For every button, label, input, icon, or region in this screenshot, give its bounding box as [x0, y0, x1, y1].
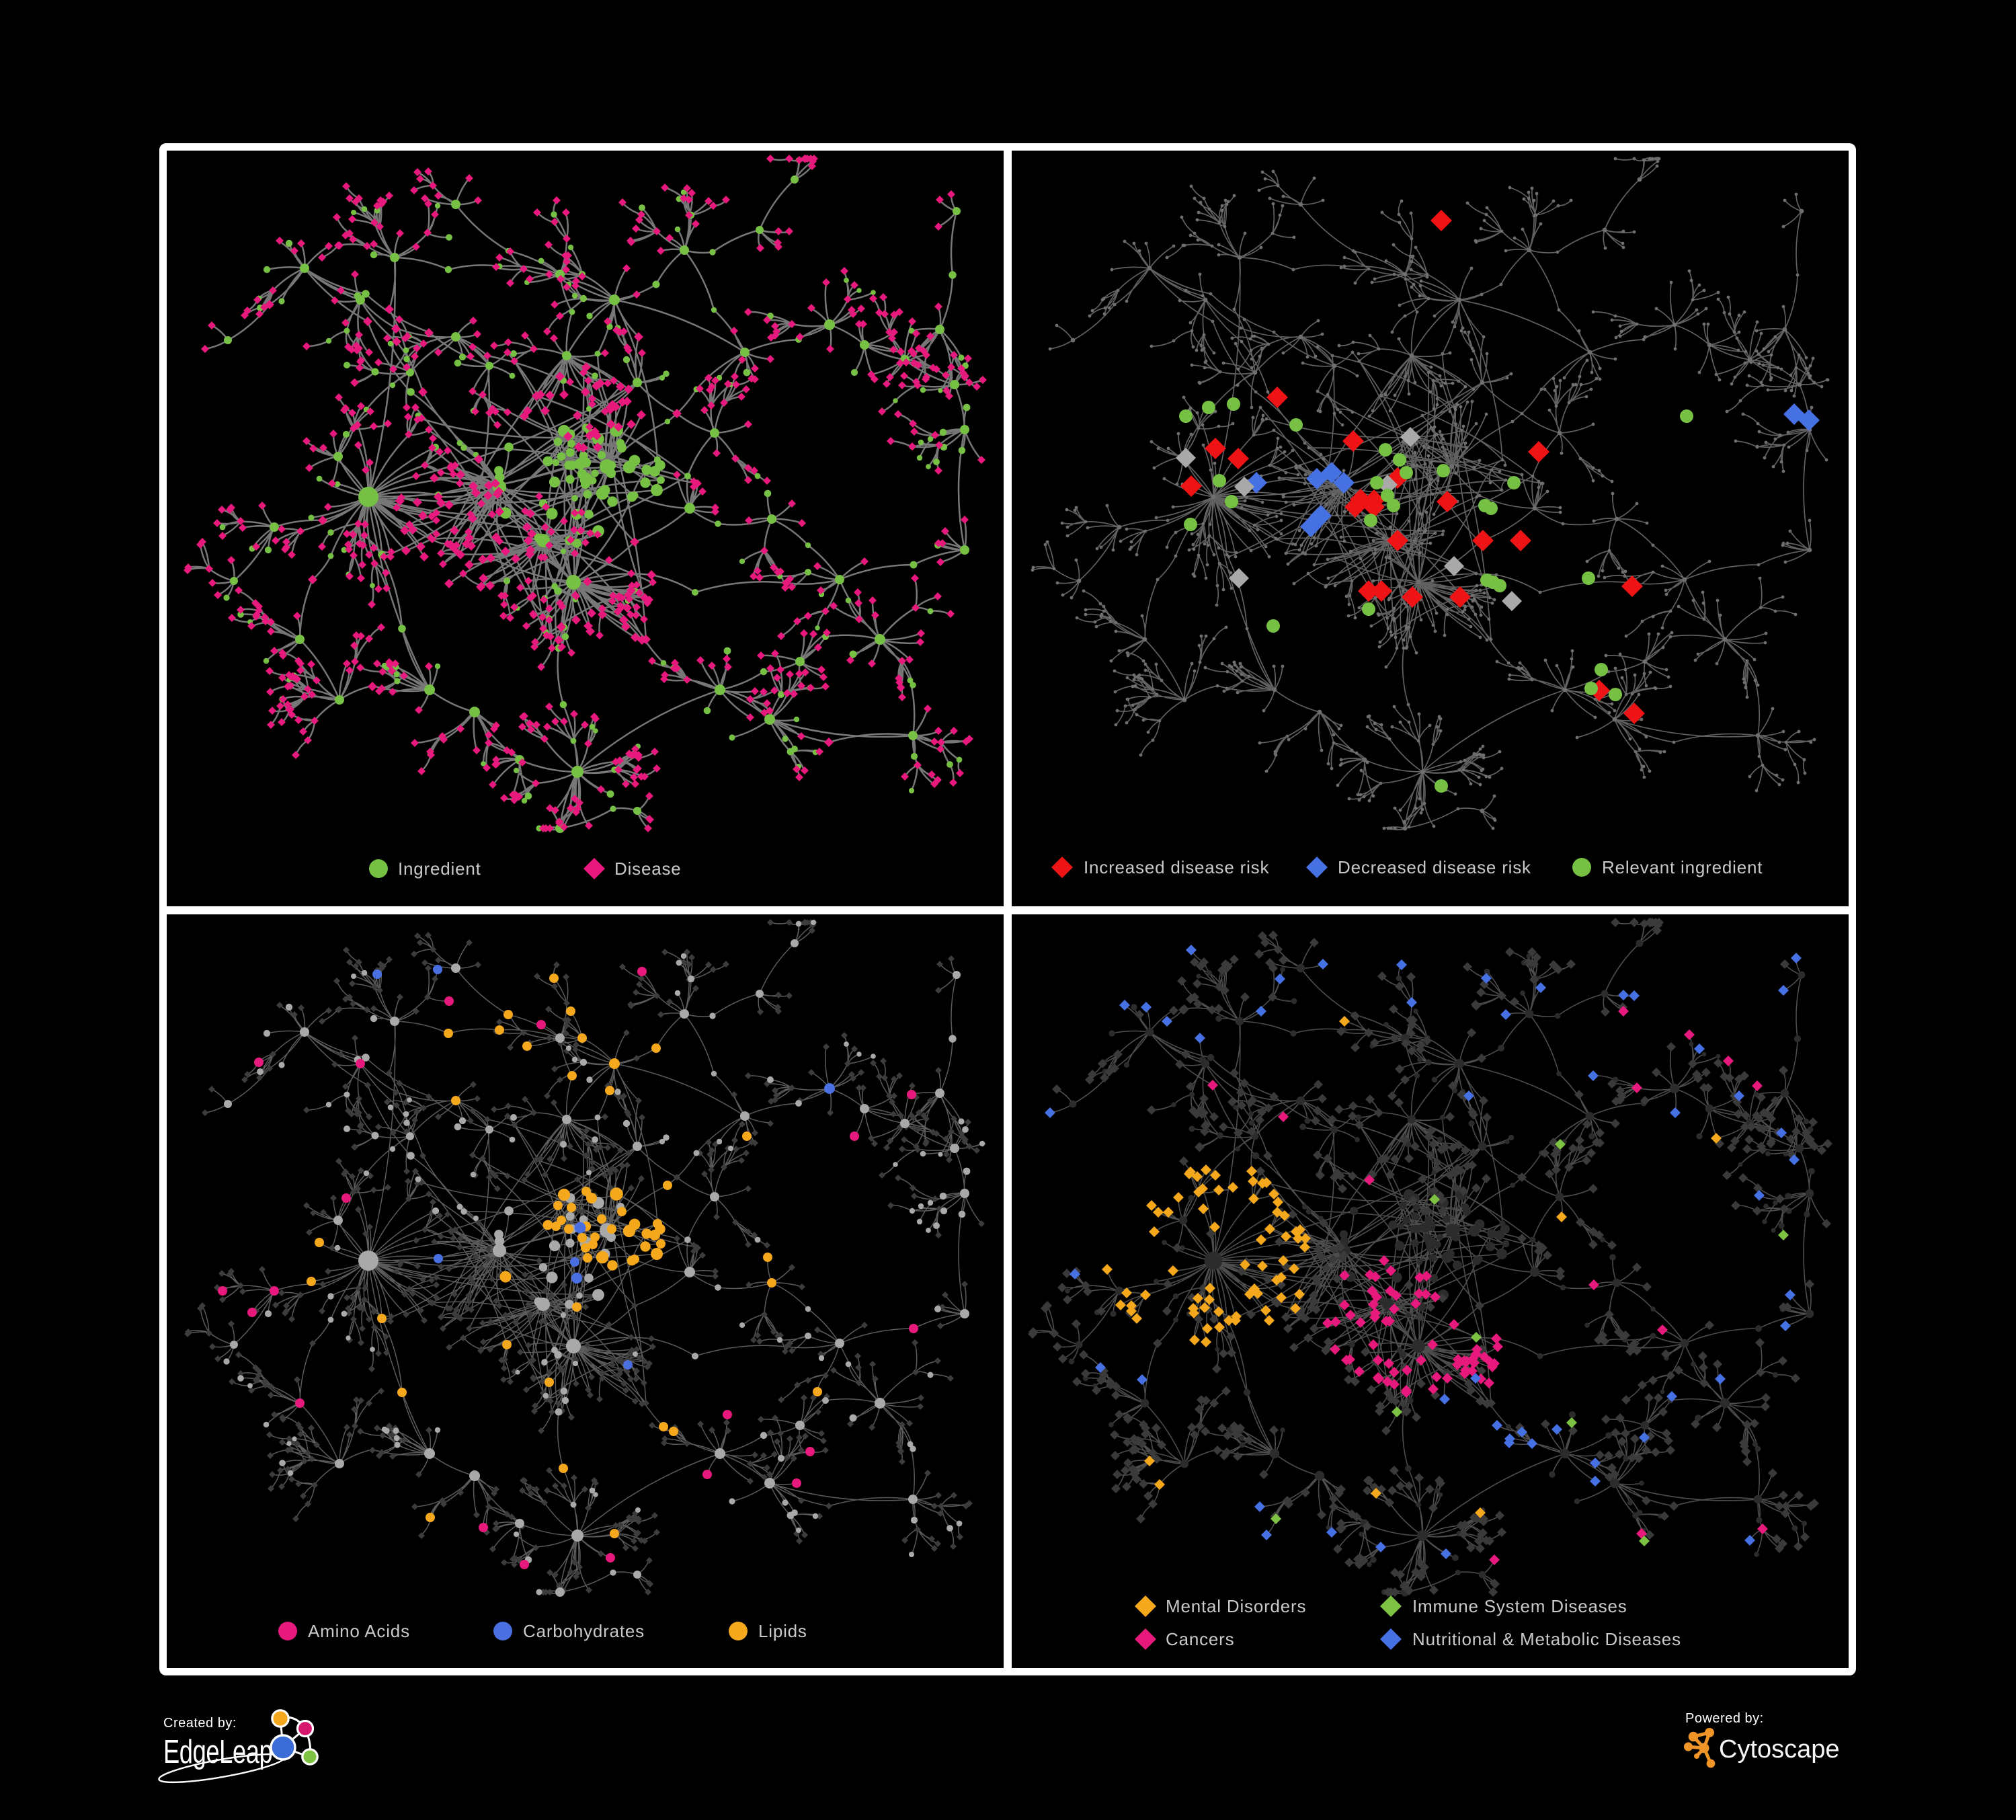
- svg-text:Disease: Disease: [614, 859, 682, 879]
- svg-text:EdgeLeap: EdgeLeap: [163, 1734, 272, 1771]
- svg-text:Amino Acids: Amino Acids: [308, 1621, 410, 1641]
- svg-text:Relevant ingredient: Relevant ingredient: [1602, 857, 1763, 877]
- svg-text:Powered by:: Powered by:: [1685, 1711, 1764, 1726]
- svg-text:Decreased disease risk: Decreased disease risk: [1338, 857, 1531, 877]
- svg-text:Cancers: Cancers: [1166, 1629, 1234, 1649]
- svg-text:Cytoscape: Cytoscape: [1719, 1735, 1840, 1764]
- svg-text:Created by:: Created by:: [163, 1716, 237, 1731]
- svg-text:Carbohydrates: Carbohydrates: [523, 1621, 645, 1641]
- svg-text:Lipids: Lipids: [758, 1621, 807, 1641]
- svg-text:Ingredient: Ingredient: [398, 859, 481, 879]
- svg-text:Nutritional & Metabolic Diseas: Nutritional & Metabolic Diseases: [1412, 1629, 1681, 1649]
- svg-text:Increased disease risk: Increased disease risk: [1084, 857, 1269, 877]
- svg-text:Mental Disorders: Mental Disorders: [1166, 1596, 1306, 1616]
- svg-text:Immune System Diseases: Immune System Diseases: [1412, 1596, 1627, 1616]
